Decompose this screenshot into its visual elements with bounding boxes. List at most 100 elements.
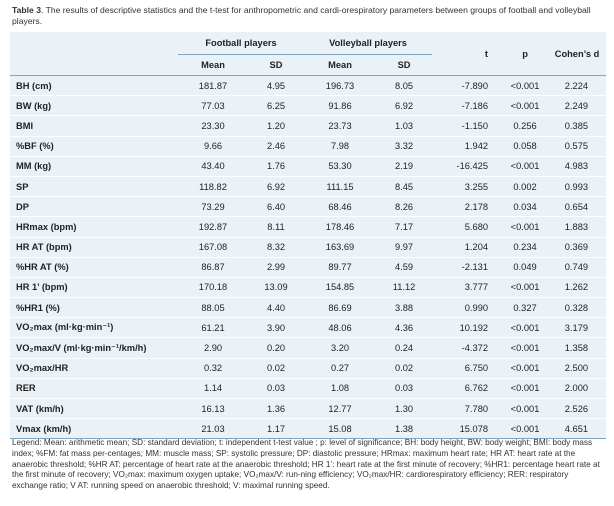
cell-fm: 192.87 bbox=[178, 216, 248, 238]
cell-d: 4.651 bbox=[548, 418, 607, 440]
table-row: DP 73.29 6.40 68.46 8.26 2.178 0.034 0.654 bbox=[10, 196, 607, 218]
cell-label: VO₂max/V (ml·kg·min⁻¹/km/h) bbox=[10, 337, 178, 359]
cell-fm: 1.14 bbox=[178, 378, 248, 400]
cell-vsd: 4.59 bbox=[376, 257, 433, 278]
cell-t: -2.131 bbox=[432, 257, 503, 278]
cell-p: <0.001 bbox=[502, 277, 549, 299]
cell-vm: 86.69 bbox=[304, 297, 377, 319]
cell-label: RER bbox=[10, 378, 178, 400]
cell-d: 4.983 bbox=[548, 156, 607, 177]
cell-d: 1.883 bbox=[548, 216, 607, 238]
cell-fm: 181.87 bbox=[178, 75, 248, 97]
cell-label: Vmax (km/h) bbox=[10, 418, 178, 440]
cell-p: 0.058 bbox=[502, 136, 549, 157]
cell-fsd: 6.40 bbox=[248, 196, 305, 218]
cell-fm: 118.82 bbox=[178, 175, 248, 198]
table-row: MM (kg) 43.40 1.76 53.30 2.19 -16.425 <0.001 4.… bbox=[10, 156, 607, 177]
table-row: BH (cm) 181.87 4.95 196.73 8.05 -7.890 <0.001 2… bbox=[10, 75, 607, 97]
cell-fsd: 2.99 bbox=[248, 257, 305, 278]
cell-t: -7.186 bbox=[432, 95, 503, 117]
cell-vsd: 1.03 bbox=[376, 115, 433, 137]
cell-vsd: 1.38 bbox=[376, 418, 433, 440]
cell-fm: 61.21 bbox=[178, 317, 248, 339]
cell-p: <0.001 bbox=[502, 418, 549, 440]
cell-fsd: 6.92 bbox=[248, 175, 305, 198]
cell-fm: 88.05 bbox=[178, 297, 248, 319]
cell-t: 2.178 bbox=[432, 196, 503, 218]
cell-d: 0.993 bbox=[548, 175, 607, 198]
cell-vm: 1.08 bbox=[304, 378, 377, 400]
cell-vm: 7.98 bbox=[304, 136, 377, 157]
cell-t: 10.192 bbox=[432, 317, 503, 339]
cell-fsd: 2.46 bbox=[248, 136, 305, 157]
cell-fsd: 8.32 bbox=[248, 237, 305, 258]
cell-fsd: 4.95 bbox=[248, 75, 305, 97]
results-table: Football players Volleyball players t p … bbox=[10, 32, 607, 440]
header-cohens-d: Cohen’s d bbox=[548, 32, 607, 76]
table-caption-label: Table 3 bbox=[12, 5, 41, 15]
header-volleyball: Volleyball players bbox=[304, 32, 433, 55]
cell-vm: 3.20 bbox=[304, 337, 377, 359]
cell-d: 0.575 bbox=[548, 136, 607, 157]
cell-fm: 170.18 bbox=[178, 277, 248, 299]
cell-p: 0.327 bbox=[502, 297, 549, 319]
cell-t: 7.780 bbox=[432, 398, 503, 420]
cell-d: 0.385 bbox=[548, 115, 607, 137]
cell-label: HR AT (bpm) bbox=[10, 237, 178, 258]
cell-fm: 43.40 bbox=[178, 156, 248, 177]
table-row: VO₂max (ml·kg·min⁻¹) 61.21 3.90 48.06 4.36 10… bbox=[10, 317, 607, 339]
table-row: BMI 23.30 1.20 23.73 1.03 -1.150 0.256 0.385 bbox=[10, 115, 607, 137]
cell-p: <0.001 bbox=[502, 95, 549, 117]
table-row: Vmax (km/h) 21.03 1.17 15.08 1.38 15.078 <0.00… bbox=[10, 418, 607, 440]
cell-fm: 16.13 bbox=[178, 398, 248, 420]
cell-p: 0.002 bbox=[502, 175, 549, 198]
table-row: %BF (%) 9.66 2.46 7.98 3.32 1.942 0.058 0.575 bbox=[10, 136, 607, 157]
cell-label: MM (kg) bbox=[10, 156, 178, 177]
header-blank bbox=[10, 32, 178, 55]
cell-vm: 48.06 bbox=[304, 317, 377, 339]
header-t: t bbox=[432, 32, 503, 76]
cell-t: 1.204 bbox=[432, 237, 503, 258]
cell-t: 6.750 bbox=[432, 358, 503, 379]
cell-label: VO₂max (ml·kg·min⁻¹) bbox=[10, 317, 178, 339]
cell-label: VO₂max/HR bbox=[10, 358, 178, 379]
cell-label: BW (kg) bbox=[10, 95, 178, 117]
cell-vm: 163.69 bbox=[304, 237, 377, 258]
cell-p: <0.001 bbox=[502, 75, 549, 97]
header-football: Football players bbox=[178, 32, 305, 55]
cell-p: <0.001 bbox=[502, 156, 549, 177]
cell-fsd: 4.40 bbox=[248, 297, 305, 319]
cell-d: 1.262 bbox=[548, 277, 607, 299]
cell-vsd: 11.12 bbox=[376, 277, 433, 299]
cell-vsd: 8.26 bbox=[376, 196, 433, 218]
cell-vm: 178.46 bbox=[304, 216, 377, 238]
cell-p: <0.001 bbox=[502, 317, 549, 339]
cell-vsd: 8.05 bbox=[376, 75, 433, 97]
cell-p: <0.001 bbox=[502, 358, 549, 379]
cell-label: SP bbox=[10, 175, 178, 198]
cell-p: <0.001 bbox=[502, 378, 549, 400]
cell-vsd: 0.24 bbox=[376, 337, 433, 359]
header-volleyball-sd: SD bbox=[376, 54, 433, 76]
cell-vm: 111.15 bbox=[304, 175, 377, 198]
cell-fsd: 1.17 bbox=[248, 418, 305, 440]
cell-t: -1.150 bbox=[432, 115, 503, 137]
cell-vsd: 6.92 bbox=[376, 95, 433, 117]
table-row: SP 118.82 6.92 111.15 8.45 3.255 0.002 0.993 bbox=[10, 175, 607, 198]
cell-t: -4.372 bbox=[432, 337, 503, 359]
cell-fsd: 6.25 bbox=[248, 95, 305, 117]
table-row: VO₂max/HR 0.32 0.02 0.27 0.02 6.750 <0.001 2.50… bbox=[10, 358, 607, 379]
cell-p: 0.234 bbox=[502, 237, 549, 258]
cell-t: 5.680 bbox=[432, 216, 503, 238]
table-row: RER 1.14 0.03 1.08 0.03 6.762 <0.001 2.000 bbox=[10, 378, 607, 400]
cell-label: BMI bbox=[10, 115, 178, 137]
cell-d: 3.179 bbox=[548, 317, 607, 339]
cell-label: HRmax (bpm) bbox=[10, 216, 178, 238]
table-row: BW (kg) 77.03 6.25 91.86 6.92 -7.186 <0.001 2.2… bbox=[10, 95, 607, 117]
cell-vm: 12.77 bbox=[304, 398, 377, 420]
cell-fm: 167.08 bbox=[178, 237, 248, 258]
cell-label: BH (cm) bbox=[10, 75, 178, 97]
cell-p: <0.001 bbox=[502, 398, 549, 420]
header-volleyball-mean: Mean bbox=[304, 54, 377, 76]
cell-vm: 154.85 bbox=[304, 277, 377, 299]
